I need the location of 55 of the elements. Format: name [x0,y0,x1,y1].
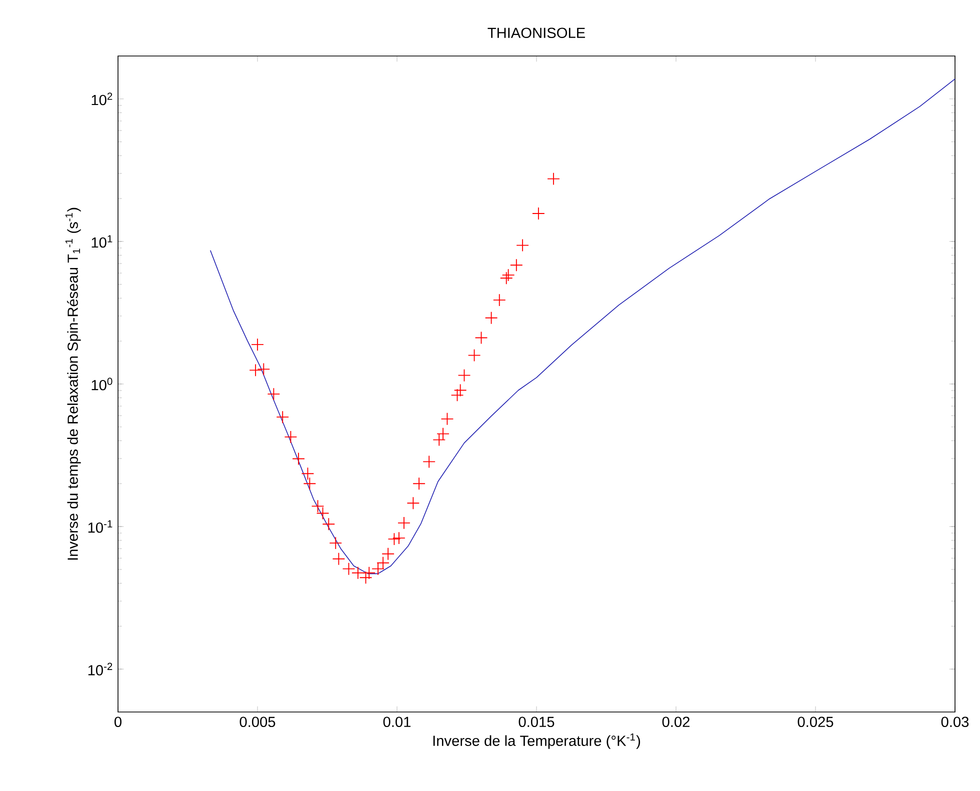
x-tick-label: 0.02 [662,716,690,728]
point [392,532,406,545]
point [468,348,481,362]
point [292,452,305,466]
point [450,388,464,402]
point [454,384,467,397]
point [301,467,314,480]
y-tick-label: 10$^{0}$ [92,378,112,390]
line-series [210,78,956,574]
point [322,518,336,531]
x-tick-label: 0.015 [518,716,554,728]
point [484,311,498,324]
point [284,430,298,444]
point [547,172,560,186]
y-tick-label: 10$^{2}$ [92,92,112,106]
point [249,364,262,377]
point [436,427,450,440]
point [388,532,401,546]
x-axis-title: Inverse de la Temperature (°K$^{-1}$) [433,734,640,749]
point [382,547,395,560]
point [267,388,280,400]
point [332,552,346,566]
point [257,362,270,376]
point [510,258,523,272]
x-tick-label: 0.005 [240,716,276,728]
x-tick-label: 0 [114,716,122,728]
point [303,477,316,490]
x-tick-label: 0.01 [383,716,411,728]
x-tick-label: 0.025 [798,716,834,728]
point [474,331,488,344]
y-tick-label: 10$^{-1}$ [88,520,112,533]
y-tick-label: 10$^{-2}$ [88,662,112,676]
point [440,412,454,426]
chart-title: THIAONISOLE [488,28,585,38]
point [372,562,384,576]
point [362,566,376,580]
point [406,496,420,510]
x-tick-label: 0.03 [941,716,969,728]
point [376,556,390,570]
point [342,562,356,576]
point [532,207,545,220]
point [432,433,446,446]
point [412,477,426,490]
point [458,368,471,382]
point [329,536,342,550]
point [251,338,264,352]
point [516,238,529,252]
point [500,272,513,285]
point [492,294,506,307]
y-tick-label: 10$^{1}$ [92,235,112,248]
y-axis-title: Inverse du temps de Relaxation Spin-Réseau T$_{1}$$^{-1}$ (s$^{-1}$) [65,208,81,560]
point [502,268,515,282]
point [276,410,290,424]
point [422,455,436,468]
point [398,516,410,530]
